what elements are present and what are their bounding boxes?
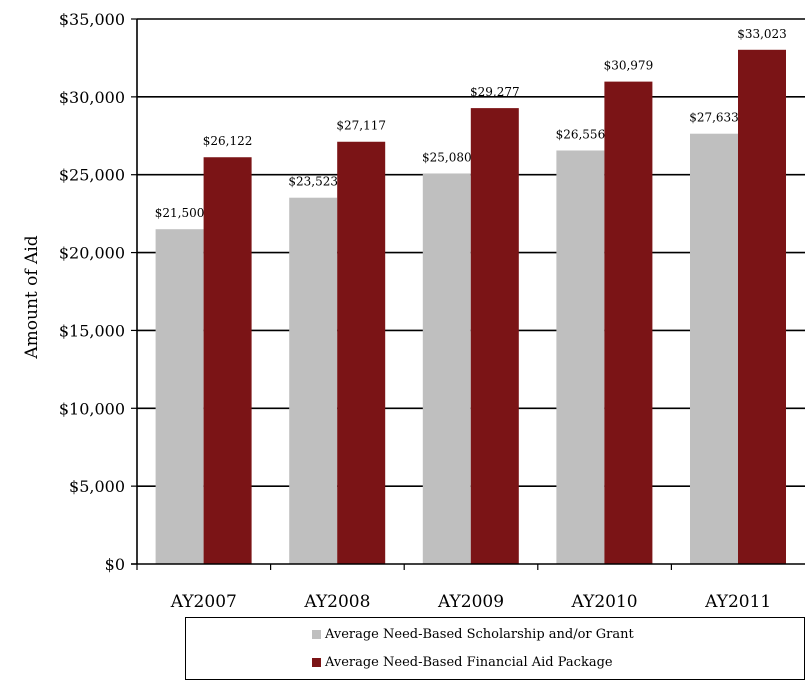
- x-tick-label: AY2010: [571, 592, 638, 612]
- y-tick-label: $20,000: [59, 244, 125, 263]
- bar: [690, 133, 738, 564]
- x-tick-label: AY2011: [704, 592, 771, 612]
- bar-chart: $0 $5,000 $10,000 $15,000 $20,000 $25,000 $30,…: [22, 10, 805, 612]
- data-label: $27,633: [689, 111, 739, 125]
- bars: [155, 49, 786, 564]
- data-label: $25,080: [422, 150, 472, 164]
- data-label: $27,117: [336, 119, 386, 133]
- bar: [422, 173, 471, 564]
- bar: [738, 49, 786, 564]
- data-label: $26,556: [556, 127, 606, 141]
- legend-label-aid-package: Average Need-Based Financial Aid Package: [325, 655, 613, 670]
- bar: [604, 81, 653, 564]
- legend: Average Need-Based Scholarship and/or Gr…: [185, 617, 805, 680]
- data-labels: $21,500 $26,122 $23,523 $27,117 $25,080 $29,2…: [155, 27, 787, 220]
- legend-item-aid-package: Average Need-Based Financial Aid Package: [312, 655, 613, 670]
- y-tick-label: $0: [105, 555, 125, 574]
- legend-label-scholarship: Average Need-Based Scholarship and/or Gr…: [325, 627, 634, 642]
- data-label: $26,122: [203, 134, 253, 148]
- data-label: $30,979: [604, 59, 654, 73]
- bar: [470, 108, 519, 564]
- bar: [289, 197, 338, 564]
- y-tick-label: $30,000: [59, 88, 125, 107]
- y-axis-title: Amount of Aid: [22, 235, 42, 359]
- y-tick-label: $5,000: [69, 477, 125, 496]
- y-tick-label: $10,000: [59, 399, 125, 418]
- data-label: $29,277: [470, 85, 520, 99]
- y-tick-labels: $0 $5,000 $10,000 $15,000 $20,000 $25,000 $30,…: [59, 10, 125, 574]
- x-tick-label: AY2009: [437, 592, 504, 612]
- x-tick-label: AY2008: [303, 592, 370, 612]
- axes: [131, 18, 805, 570]
- x-tick-labels: AY2007 AY2008 AY2009 AY2010 AY2011: [170, 592, 771, 612]
- bar: [556, 150, 605, 564]
- bar: [155, 229, 204, 564]
- legend-swatch-aid-package: [312, 658, 321, 667]
- legend-item-scholarship: Average Need-Based Scholarship and/or Gr…: [312, 627, 634, 642]
- data-label: $21,500: [155, 206, 205, 220]
- y-tick-label: $15,000: [59, 321, 125, 340]
- data-label: $33,023: [737, 27, 787, 41]
- data-label: $23,523: [288, 175, 338, 189]
- y-tick-label: $35,000: [59, 10, 125, 29]
- bar: [203, 157, 252, 564]
- bar: [337, 141, 386, 564]
- legend-swatch-scholarship: [312, 630, 321, 639]
- y-tick-label: $25,000: [59, 166, 125, 185]
- x-tick-label: AY2007: [170, 592, 237, 612]
